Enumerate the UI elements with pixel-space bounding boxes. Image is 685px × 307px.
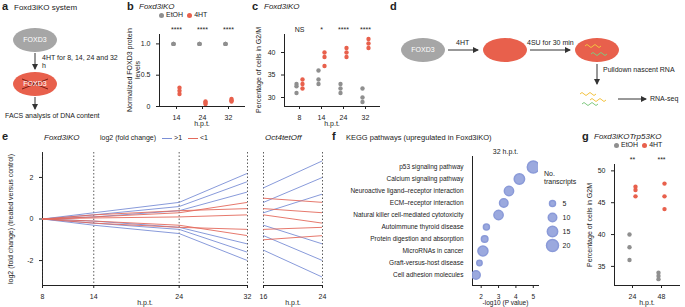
svg-text:45: 45 bbox=[598, 199, 606, 206]
svg-text:14: 14 bbox=[90, 293, 98, 300]
svg-text:ECM–receptor interaction: ECM–receptor interaction bbox=[390, 199, 464, 207]
html-text:Normalized FOXD3 protein level: Normalized FOXD3 protein levels bbox=[126, 28, 141, 112]
html-text:log2 (fold change): log2 (fold change) bbox=[100, 134, 156, 141]
svg-text:10: 10 bbox=[563, 214, 571, 221]
svg-text:4: 4 bbox=[514, 293, 518, 301]
svg-text:h.p.t.: h.p.t. bbox=[324, 120, 340, 128]
html-text:Foxd3iKO: Foxd3iKO bbox=[264, 2, 300, 11]
html-text:e: e bbox=[2, 130, 9, 142]
html-text:4HT for 8, 14, 24 and 32 h: 4HT for 8, 14, 24 and 32 h bbox=[42, 54, 118, 69]
svg-text:24: 24 bbox=[340, 114, 348, 121]
svg-text:Calcium signaling pathway: Calcium signaling pathway bbox=[387, 175, 465, 183]
svg-text:h.p.t.: h.p.t. bbox=[639, 299, 655, 307]
html-text:KEGG pathways (upregulated in: KEGG pathways (upregulated in Foxd3iKO) bbox=[346, 133, 492, 142]
html-text:FOXD3: FOXD3 bbox=[23, 80, 47, 87]
svg-text:40: 40 bbox=[598, 231, 606, 238]
svg-text:****: **** bbox=[338, 26, 349, 33]
svg-text:****: **** bbox=[360, 26, 371, 33]
html-text:g: g bbox=[582, 130, 589, 142]
html-text:4HT: 4HT bbox=[456, 39, 470, 46]
svg-text:NS: NS bbox=[295, 26, 305, 33]
svg-text:24: 24 bbox=[175, 293, 183, 300]
html-text:Pulldown nascent RNA: Pulldown nascent RNA bbox=[603, 66, 675, 73]
svg-text:24: 24 bbox=[198, 114, 207, 122]
html-text:<1: <1 bbox=[200, 134, 208, 141]
html-text:>1: >1 bbox=[174, 134, 182, 141]
svg-text:h.p.t.: h.p.t. bbox=[194, 120, 210, 128]
svg-text:***: *** bbox=[657, 156, 665, 163]
svg-text:32: 32 bbox=[362, 114, 370, 121]
svg-text:30: 30 bbox=[268, 94, 276, 101]
svg-text:24: 24 bbox=[319, 293, 327, 300]
svg-text:32: 32 bbox=[225, 114, 233, 121]
svg-text:Neuroactive ligand–receptor in: Neuroactive ligand–receptor interaction bbox=[350, 187, 463, 195]
html-text:f: f bbox=[332, 130, 336, 142]
svg-text:2: 2 bbox=[30, 174, 34, 181]
svg-text:-log10 (P value): -log10 (P value) bbox=[483, 299, 529, 307]
svg-text:*: * bbox=[320, 26, 323, 33]
svg-text:35: 35 bbox=[268, 71, 276, 78]
svg-text:2: 2 bbox=[479, 293, 483, 301]
html-text:EtOH: EtOH bbox=[166, 11, 184, 18]
svg-text:15: 15 bbox=[563, 228, 571, 235]
svg-text:20: 20 bbox=[563, 242, 571, 249]
svg-text:8: 8 bbox=[298, 114, 302, 121]
html-text:FOXD3: FOXD3 bbox=[411, 46, 435, 53]
svg-text:40: 40 bbox=[268, 49, 276, 56]
html-text:Foxd3iKO system: Foxd3iKO system bbox=[14, 3, 78, 12]
svg-text:5: 5 bbox=[563, 200, 567, 207]
svg-text:Autoimmune thyroid disease: Autoimmune thyroid disease bbox=[381, 223, 463, 231]
html-text:c: c bbox=[252, 0, 259, 12]
html-text:Percentage of cells in G2/M: Percentage of cells in G2/M bbox=[255, 27, 262, 113]
svg-text:1.0: 1.0 bbox=[141, 40, 151, 47]
svg-text:16: 16 bbox=[260, 293, 268, 300]
svg-text:35: 35 bbox=[598, 263, 606, 270]
svg-text:MicroRNAs in cancer: MicroRNAs in cancer bbox=[402, 247, 464, 254]
html-text:EtOH: EtOH bbox=[621, 141, 639, 148]
svg-text:14: 14 bbox=[317, 114, 326, 122]
svg-text:8: 8 bbox=[41, 293, 45, 300]
html-text:Foxd3iKO: Foxd3iKO bbox=[44, 133, 80, 142]
svg-text:Protein digestion and absorpti: Protein digestion and absorption bbox=[370, 235, 464, 243]
html-text:4SU for 30 min: 4SU for 30 min bbox=[527, 39, 574, 46]
svg-text:24: 24 bbox=[629, 293, 637, 300]
html-text:FOXD3: FOXD3 bbox=[23, 36, 47, 43]
svg-text:32 h.p.t.: 32 h.p.t. bbox=[493, 148, 518, 156]
svg-text:Cell adhesion molecules: Cell adhesion molecules bbox=[393, 271, 464, 278]
svg-text:p53 signaling pathway: p53 signaling pathway bbox=[399, 163, 464, 171]
html-text:Percentage of cells in G2M: Percentage of cells in G2M bbox=[585, 182, 592, 267]
svg-text:0.5: 0.5 bbox=[141, 71, 151, 78]
svg-text:3: 3 bbox=[496, 293, 501, 301]
svg-text:5: 5 bbox=[531, 293, 535, 300]
html-text:RNA-seq: RNA-seq bbox=[650, 95, 679, 102]
html-text:b: b bbox=[127, 0, 134, 12]
html-text:d: d bbox=[390, 0, 397, 12]
svg-text:48: 48 bbox=[658, 293, 666, 300]
html-text:FACS analysis of DNA content: FACS analysis of DNA content bbox=[5, 112, 100, 119]
html-text:log2 (fold change) (treated ve: log2 (fold change) (treated versus contr… bbox=[6, 153, 13, 284]
svg-text:****: **** bbox=[197, 26, 208, 33]
svg-text:0: 0 bbox=[30, 215, 34, 222]
html-text:4HT: 4HT bbox=[649, 141, 663, 148]
html-text:No. transcripts: No. transcripts bbox=[544, 170, 577, 185]
svg-text:0: 0 bbox=[147, 103, 151, 110]
svg-text:Natural killer cell-mediated c: Natural killer cell-mediated cytotoxicit… bbox=[353, 211, 464, 219]
svg-text:50: 50 bbox=[598, 167, 606, 174]
svg-text:h.p.t.: h.p.t. bbox=[137, 299, 153, 307]
svg-text:****: **** bbox=[223, 26, 234, 33]
svg-text:h.p.t.: h.p.t. bbox=[285, 299, 301, 307]
html-text:Oct4tetOff: Oct4tetOff bbox=[265, 133, 302, 142]
svg-text:14: 14 bbox=[173, 114, 181, 121]
html-text:Foxd3iKO: Foxd3iKO bbox=[139, 2, 175, 11]
html-text:Foxd3iKOTrp53KO: Foxd3iKOTrp53KO bbox=[594, 132, 662, 141]
svg-text:****: **** bbox=[171, 26, 182, 33]
svg-text:32: 32 bbox=[244, 293, 252, 300]
svg-text:Graft-versus-host disease: Graft-versus-host disease bbox=[389, 259, 464, 266]
svg-text:-2: -2 bbox=[27, 257, 33, 264]
svg-text:**: ** bbox=[630, 156, 636, 163]
html-text:4HT: 4HT bbox=[194, 11, 208, 18]
html-text:a: a bbox=[2, 0, 9, 12]
